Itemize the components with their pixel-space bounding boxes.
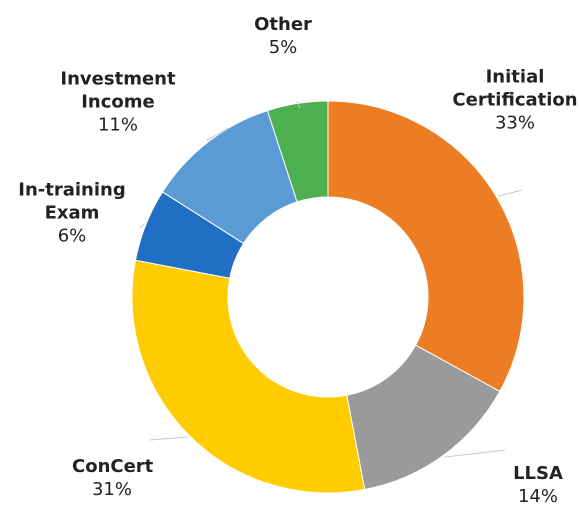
value-label: 14% — [517, 486, 558, 507]
data-label: LLSA 14% — [498, 462, 578, 508]
category-label: LLSA — [513, 463, 563, 484]
value-label: 11% — [97, 114, 138, 136]
donut-segment — [327, 100, 525, 393]
leader-line — [296, 101, 301, 109]
leader-line — [139, 223, 145, 229]
donut-segment — [131, 259, 366, 494]
category-label: In-training Exam — [18, 179, 126, 224]
category-label: Investment Income — [60, 68, 176, 113]
data-label: Investment Income 11% — [53, 68, 183, 137]
data-label: ConCert 31% — [72, 455, 154, 501]
data-label: In-training Exam 6% — [7, 179, 137, 248]
category-label: ConCert — [72, 456, 154, 477]
data-label: Initial Certification 33% — [440, 66, 579, 135]
value-label: 33% — [494, 112, 535, 134]
leader-line — [444, 449, 506, 458]
category-label: Initial Certification — [452, 66, 578, 111]
leader-line — [206, 127, 229, 141]
leader-line — [149, 436, 189, 441]
value-label: 6% — [57, 225, 87, 247]
donut-segment — [266, 100, 329, 203]
value-label: 31% — [91, 479, 132, 500]
leader-line — [498, 189, 523, 197]
value-label: 5% — [268, 37, 298, 58]
data-label: Other 5% — [243, 13, 323, 59]
category-label: Other — [254, 14, 312, 35]
